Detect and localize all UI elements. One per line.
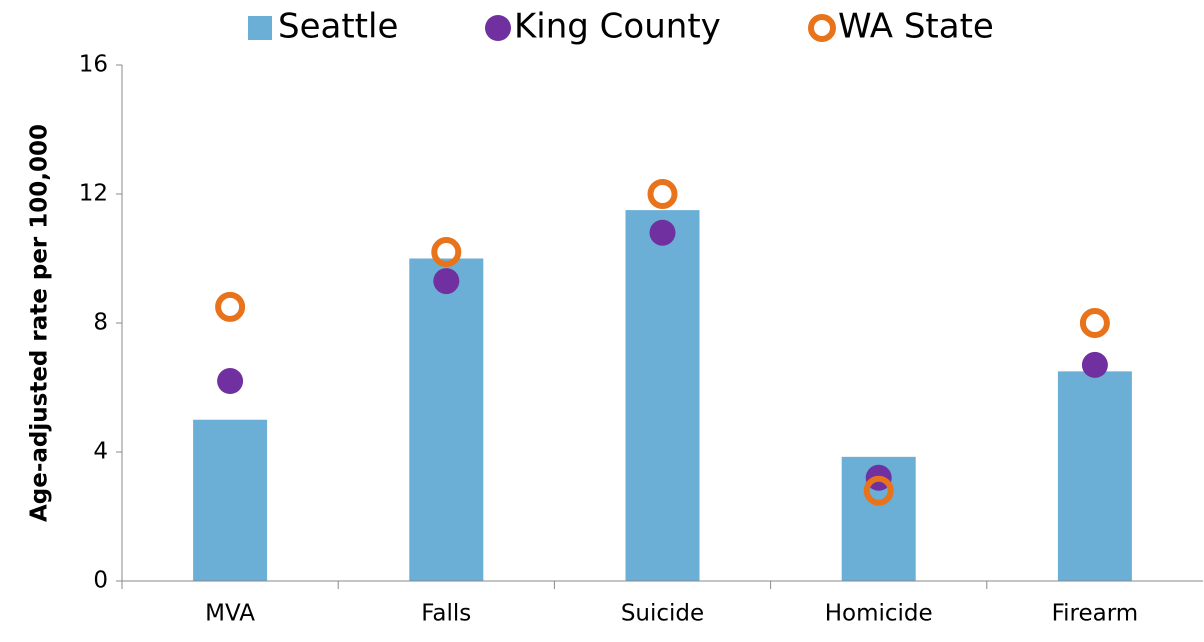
y-tick-label: 12 xyxy=(79,181,108,207)
bar xyxy=(409,258,484,581)
y-tick-label: 0 xyxy=(93,568,108,594)
ring xyxy=(215,291,246,322)
ring xyxy=(863,475,894,506)
x-tick-label: MVA xyxy=(205,601,255,627)
legend-label: Seattle xyxy=(278,7,398,47)
bar xyxy=(193,419,268,581)
dot xyxy=(433,268,460,295)
bar xyxy=(1057,371,1132,581)
legend-swatch xyxy=(808,14,836,42)
x-tick-label: Suicide xyxy=(621,601,704,627)
dot xyxy=(217,368,244,395)
x-tick-label: Firearm xyxy=(1052,601,1139,627)
y-axis-label: Age-adjusted rate per 100,000 xyxy=(27,124,53,522)
y-tick-label: 16 xyxy=(79,52,108,78)
x-tick-label: Falls xyxy=(421,601,471,627)
legend-label: WA State xyxy=(838,7,994,47)
y-tick-label: 8 xyxy=(93,310,108,336)
ring xyxy=(647,179,678,209)
y-tick-label: 4 xyxy=(93,439,108,465)
legend-swatch xyxy=(248,16,272,40)
x-tick-label: Homicide xyxy=(825,601,933,627)
dot xyxy=(1081,351,1108,378)
bar xyxy=(625,210,700,581)
ring xyxy=(1079,308,1110,338)
dot xyxy=(649,219,676,246)
legend-swatch xyxy=(485,15,511,41)
legend-label: King County xyxy=(514,7,721,47)
ring xyxy=(431,237,462,268)
